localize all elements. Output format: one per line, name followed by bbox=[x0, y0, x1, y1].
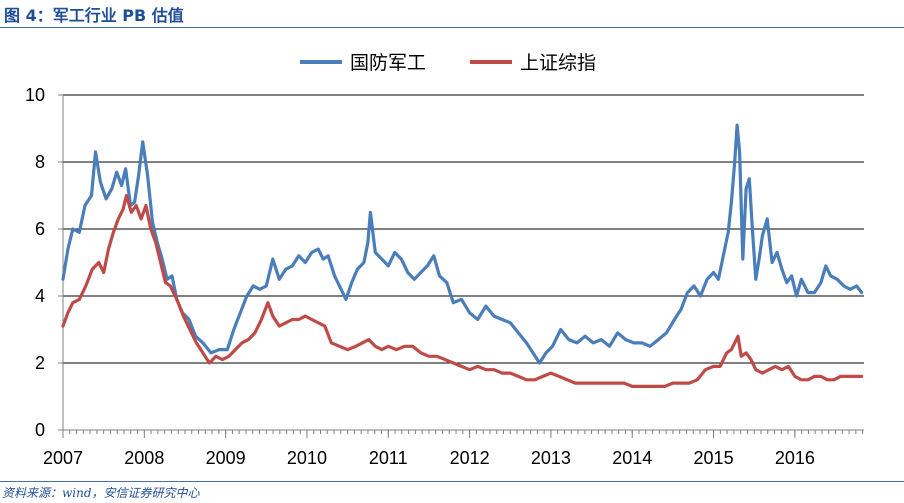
x-tick-label-2014: 2014 bbox=[612, 448, 652, 468]
y-axis-ticks: 0 2 4 6 8 10 bbox=[25, 85, 63, 440]
y-tick-label-10: 10 bbox=[25, 85, 45, 105]
x-tick-label-2012: 2012 bbox=[450, 448, 490, 468]
y-tick-label-6: 6 bbox=[35, 219, 45, 239]
x-tick-label-2011: 2011 bbox=[369, 448, 408, 468]
y-tick-label-0: 0 bbox=[35, 420, 45, 440]
legend-label-defense: 国防军工 bbox=[350, 52, 426, 74]
x-tick-label-2007: 2007 bbox=[43, 448, 83, 468]
chart-gridlines bbox=[63, 94, 864, 364]
chart-series bbox=[61, 123, 864, 388]
x-axis-ticks: 2007 2008 2009 2010 2011 2012 2013 2014 2015 2016 bbox=[43, 430, 864, 468]
chart-legend: 国防军工 上证综指 bbox=[300, 52, 596, 74]
source-note: 资料来源：wind，安信证券研究中心 bbox=[2, 486, 200, 500]
x-tick-label-2009: 2009 bbox=[206, 448, 246, 468]
x-tick-label-2015: 2015 bbox=[694, 448, 734, 468]
series-line-defense bbox=[61, 123, 864, 365]
legend-label-sse: 上证综指 bbox=[520, 52, 596, 74]
x-tick-label-2013: 2013 bbox=[531, 448, 571, 468]
x-tick-label-2008: 2008 bbox=[124, 448, 164, 468]
y-tick-label-4: 4 bbox=[35, 286, 45, 306]
footer-divider bbox=[0, 481, 904, 482]
chart-axes bbox=[62, 95, 864, 431]
y-tick-label-8: 8 bbox=[35, 152, 45, 172]
figure-title: 图 4：军工行业 PB 估值 bbox=[4, 6, 184, 25]
series-line-sse bbox=[61, 193, 864, 388]
y-tick-label-2: 2 bbox=[35, 353, 45, 373]
title-divider bbox=[0, 27, 904, 28]
x-tick-label-2010: 2010 bbox=[287, 448, 327, 468]
x-tick-label-2016: 2016 bbox=[775, 448, 815, 468]
